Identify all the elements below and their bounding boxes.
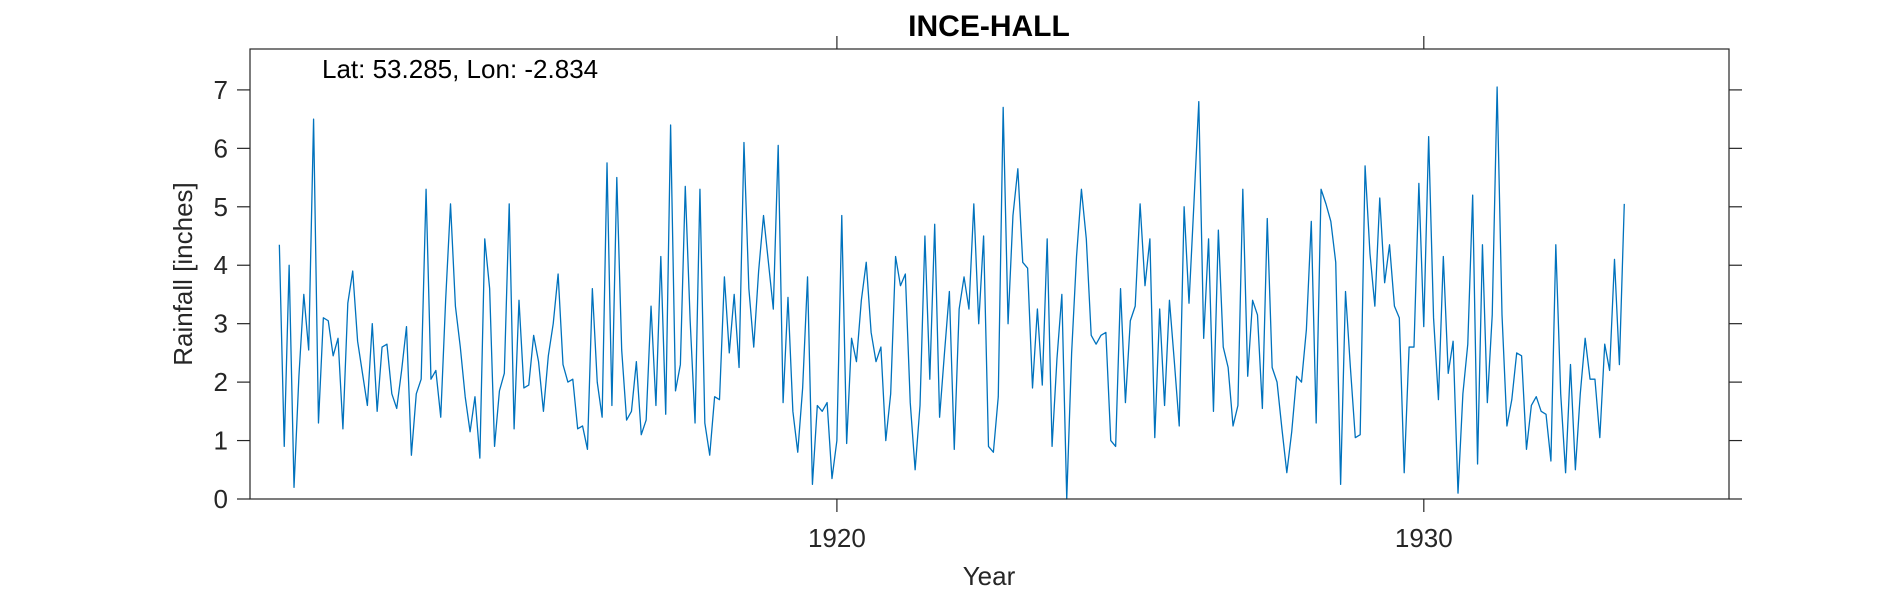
- x-tick-label: 1930: [1395, 523, 1453, 553]
- x-tick-label: 1920: [808, 523, 866, 553]
- chart-title: INCE-HALL: [908, 10, 1070, 43]
- y-tick-label: 6: [214, 133, 228, 163]
- y-tick-label: 4: [214, 250, 228, 280]
- y-axis-label: Rainfall [inches]: [168, 182, 198, 366]
- plot-box: [249, 48, 1730, 500]
- y-tick-label: 7: [214, 75, 228, 105]
- y-tick-label: 5: [214, 192, 228, 222]
- y-tick-label: 3: [214, 309, 228, 339]
- tick-labels: 0 1 2 3 4 5 6 7 1920 1930: [214, 75, 1453, 553]
- y-tick-label: 2: [214, 367, 228, 397]
- series-layer: [278, 86, 1625, 500]
- rainfall-series-line: [278, 86, 1625, 500]
- axis-ticks: [237, 36, 1742, 512]
- x-axis-label: Year: [963, 561, 1016, 591]
- location-annotation: Lat: 53.285, Lon: -2.834: [322, 54, 598, 84]
- y-tick-label: 0: [214, 484, 228, 514]
- plot-area: [250, 49, 1729, 499]
- y-tick-label: 1: [214, 426, 228, 456]
